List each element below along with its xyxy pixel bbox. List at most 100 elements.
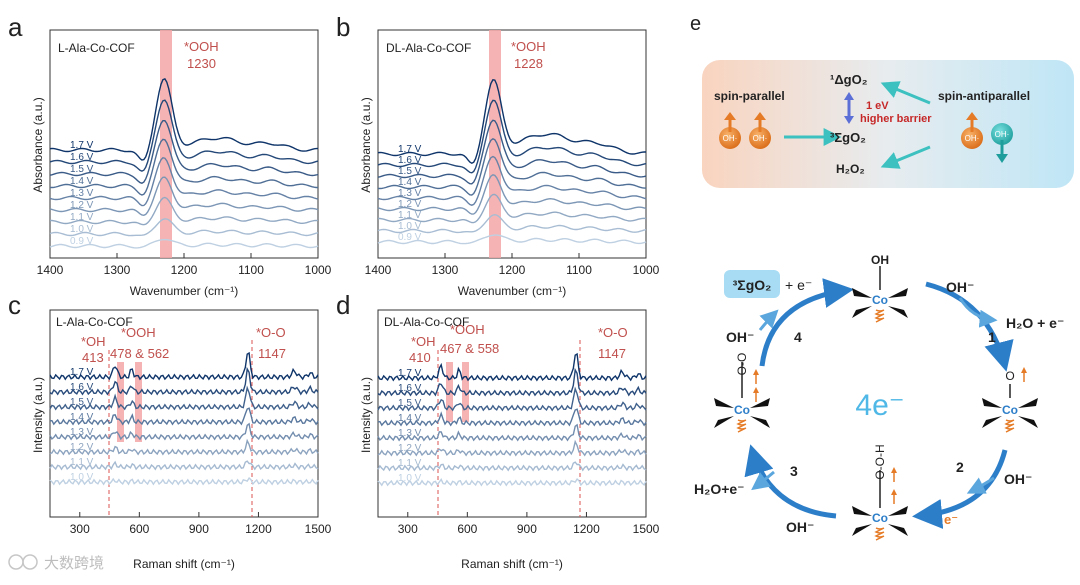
arrow-anti-to-singlet <box>880 81 931 105</box>
barrier-label-1: 1 eV <box>866 100 889 112</box>
voltage-label-a-1: 1.7 V <box>70 140 94 151</box>
co-left-ligand: O-O <box>735 353 749 376</box>
voltage-label-a-7: 1.1 V <box>70 212 94 223</box>
spin-parallel-label: spin-parallel <box>714 89 785 103</box>
x-ticks-c: 300 600 900 1200 1500 <box>70 512 332 536</box>
tick-label-d-4: 1200 <box>573 522 600 536</box>
panel-label-a: a <box>8 12 23 42</box>
tick-label-d-1: 300 <box>398 522 418 536</box>
oh-ball-2: OH· <box>749 112 771 149</box>
traces-d <box>377 352 647 487</box>
peak-value-a: 1230 <box>187 56 216 71</box>
singlet-o2: ¹ΔgO₂ <box>830 72 868 87</box>
trace-b-2 <box>377 99 647 174</box>
trace-a-6 <box>49 176 319 217</box>
tick-label-d-3: 900 <box>517 522 537 536</box>
voltage-label-b-3: 1.5 V <box>398 166 422 177</box>
tick-label-d-2: 600 <box>457 522 477 536</box>
release-arrow-left <box>751 470 775 491</box>
highlight-band-c2 <box>135 362 142 442</box>
x-axis-label-c: Raman shift (cm⁻¹) <box>133 557 235 571</box>
oh-left-top: OH⁻ <box>726 329 754 345</box>
voltage-labels-b: 1.7 V1.6 V1.5 V1.4 V1.3 V1.2 V1.1 V1.0 V… <box>398 144 422 243</box>
trace-b-5 <box>377 155 647 206</box>
oh-top: OH⁻ <box>946 279 974 295</box>
spin-box <box>702 60 1074 188</box>
co-left-label: Co <box>734 403 750 417</box>
voltage-label-b-9: 0.9 V <box>398 232 422 243</box>
trace-a-9 <box>49 238 319 249</box>
oh-ball-2-text: OH· <box>753 134 768 143</box>
voltage-labels-c: 1.7 V 1.6 V 1.5 V 1.4 V 1.3 V 1.2 V 1.1 V 1.0 V <box>70 367 94 483</box>
y-axis-label-b: Absorbance (a.u.) <box>359 97 373 192</box>
trace-c-3 <box>49 385 319 411</box>
trace-a-8 <box>49 218 319 237</box>
h2o-e-left: H₂O+e⁻ <box>694 481 745 497</box>
catalytic-cycle: ³ΣgO₂ + e⁻ 1 2 3 4 4e⁻ OH⁻ H₂O + e⁻ OH⁻ … <box>694 253 1064 541</box>
voltage-label-d-8: 1.0 V <box>398 473 422 484</box>
arrow-anti-to-h2o2 <box>880 145 931 169</box>
voltage-label-c-3: 1.5 V <box>70 397 94 408</box>
trace-d-6 <box>377 439 647 457</box>
peak-label-a: *OOH <box>184 39 219 54</box>
voltage-label-a-2: 1.6 V <box>70 152 94 163</box>
trace-d-1 <box>377 352 647 382</box>
oh-ball-3: OH· <box>961 112 983 149</box>
oh-ball-1: OH· <box>719 112 741 149</box>
voltage-label-c-5: 1.3 V <box>70 427 94 438</box>
product-box <box>724 270 780 298</box>
spin-antiparallel-label: spin-antiparallel <box>938 89 1030 103</box>
plot-frame-c <box>49 309 319 518</box>
anno-label-c2: *OOH <box>121 325 156 340</box>
x-axis-label-d: Raman shift (cm⁻¹) <box>461 557 563 571</box>
voltage-label-c-6: 1.2 V <box>70 442 94 453</box>
step-3: 3 <box>790 463 798 479</box>
trace-d-7 <box>377 461 647 472</box>
tick-label-c-2: 600 <box>129 522 149 536</box>
y-axis-label-d: Intensity (a.u.) <box>359 377 373 453</box>
h2o2-label: H₂O₂ <box>836 162 865 176</box>
trace-c-8 <box>49 477 319 486</box>
trace-b-9 <box>377 234 647 245</box>
panel-label-b: b <box>336 12 350 42</box>
center-electrons: 4e⁻ <box>855 389 904 422</box>
tick-label-c-1: 300 <box>70 522 90 536</box>
chart-title-b: DL-Ala-Co-COF <box>386 41 471 55</box>
panel-a: a L-Ala-Co-COF *OOH 1230 1.7 V1.6 V1.5 V… <box>8 12 332 298</box>
trace-c-2 <box>49 366 319 396</box>
trace-c-7 <box>49 460 319 471</box>
oh-ball-4: OH· <box>991 123 1013 163</box>
oh-bottom: OH⁻ <box>786 519 814 535</box>
anno-label-d3: *O-O <box>598 325 628 340</box>
trace-b-1 <box>377 79 646 164</box>
panel-b: b DL-Ala-Co-COF *OOH 1228 1.7 V1.6 V1.5 … <box>336 12 660 298</box>
tick-label-c-5: 1500 <box>305 522 332 536</box>
trace-b-4 <box>377 137 646 196</box>
trace-b-7 <box>378 193 647 224</box>
watermark-logo-icon <box>8 554 24 570</box>
co-right: O Co <box>982 367 1038 433</box>
co-left-spring <box>736 419 747 433</box>
trace-a-1 <box>49 78 319 161</box>
x-ticks-d: 300 600 900 1200 1500 <box>398 512 660 536</box>
highlight-band-a <box>160 30 172 258</box>
peak-value-b: 1228 <box>514 56 543 71</box>
voltage-label-a-5: 1.3 V <box>70 188 94 199</box>
voltage-label-a-6: 1.2 V <box>70 200 94 211</box>
anno-label-d2: *OOH <box>450 322 485 337</box>
co-right-ligand: O <box>1005 369 1014 383</box>
traces-c <box>49 351 319 486</box>
co-top-label: Co <box>872 293 888 307</box>
traces-a <box>49 78 319 249</box>
voltage-label-b-6: 1.2 V <box>398 199 422 210</box>
tick-label-b-1: 1400 <box>365 263 392 277</box>
highlight-band-b <box>489 30 501 258</box>
h2o-e-right: H₂O + e⁻ <box>1006 315 1064 331</box>
co-top-spring <box>874 309 885 323</box>
trace-d-2 <box>377 367 647 397</box>
product-box-text: ³ΣgO₂ <box>733 277 772 293</box>
voltage-labels-d: 1.7 V 1.6 V 1.5 V 1.4 V 1.3 V 1.2 V 1.1 V 1.0 V <box>398 368 422 484</box>
voltage-label-c-2: 1.6 V <box>70 382 94 393</box>
co-right-label: Co <box>1002 403 1018 417</box>
trace-d-8 <box>377 478 647 487</box>
